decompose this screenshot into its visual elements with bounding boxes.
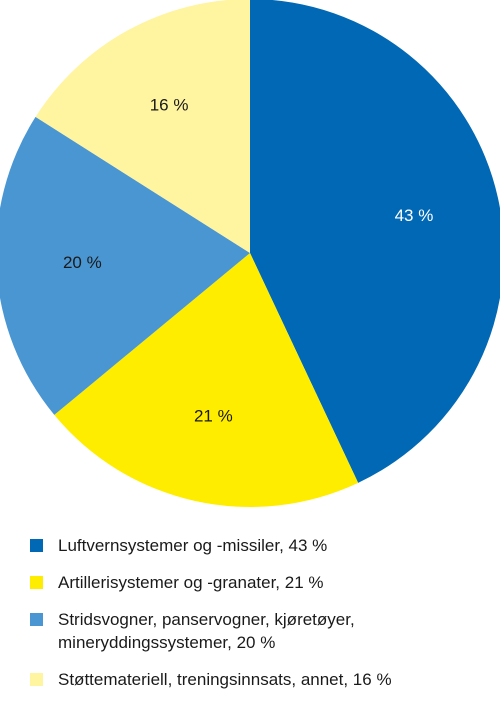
legend-swatch [30, 613, 43, 626]
pie-slice-value-label: 21 % [194, 406, 233, 425]
legend-swatch [30, 673, 43, 686]
pie-slice-value-label: 20 % [63, 253, 102, 272]
legend-label: Støttemateriell, treningsinnsats, annet,… [58, 670, 392, 689]
pie-slice-support [35, 0, 250, 253]
legend-label: Stridsvogner, panservogner, kjøretøyer, … [58, 610, 355, 652]
legend-item-air-defence: Luftvernsystemer og -missiler, 43 % [30, 534, 495, 557]
pie-slice-value-label: 16 % [150, 95, 189, 114]
pie-chart: 43 % 21 % 20 % 16 % [0, 0, 500, 508]
legend: Luftvernsystemer og -missiler, 43 % Arti… [30, 534, 495, 705]
legend-item-artillery: Artillerisystemer og -granater, 21 % [30, 571, 495, 594]
pie-slice-vehicles [0, 116, 250, 415]
legend-label: Artillerisystemer og -granater, 21 % [58, 573, 324, 592]
legend-swatch [30, 576, 43, 589]
pie-slice-air-defence [250, 0, 500, 483]
legend-label: Luftvernsystemer og -missiler, 43 % [58, 536, 328, 555]
legend-item-support: Støttemateriell, treningsinnsats, annet,… [30, 668, 495, 691]
pie-slice-labels: 43 % 21 % 20 % 16 % [63, 95, 433, 425]
pie-slices [0, 0, 500, 508]
legend-swatch [30, 539, 43, 552]
pie-slice-artillery [54, 253, 359, 508]
legend-item-vehicles: Stridsvogner, panservogner, kjøretøyer, … [30, 608, 495, 654]
pie-slice-value-label: 43 % [395, 206, 434, 225]
